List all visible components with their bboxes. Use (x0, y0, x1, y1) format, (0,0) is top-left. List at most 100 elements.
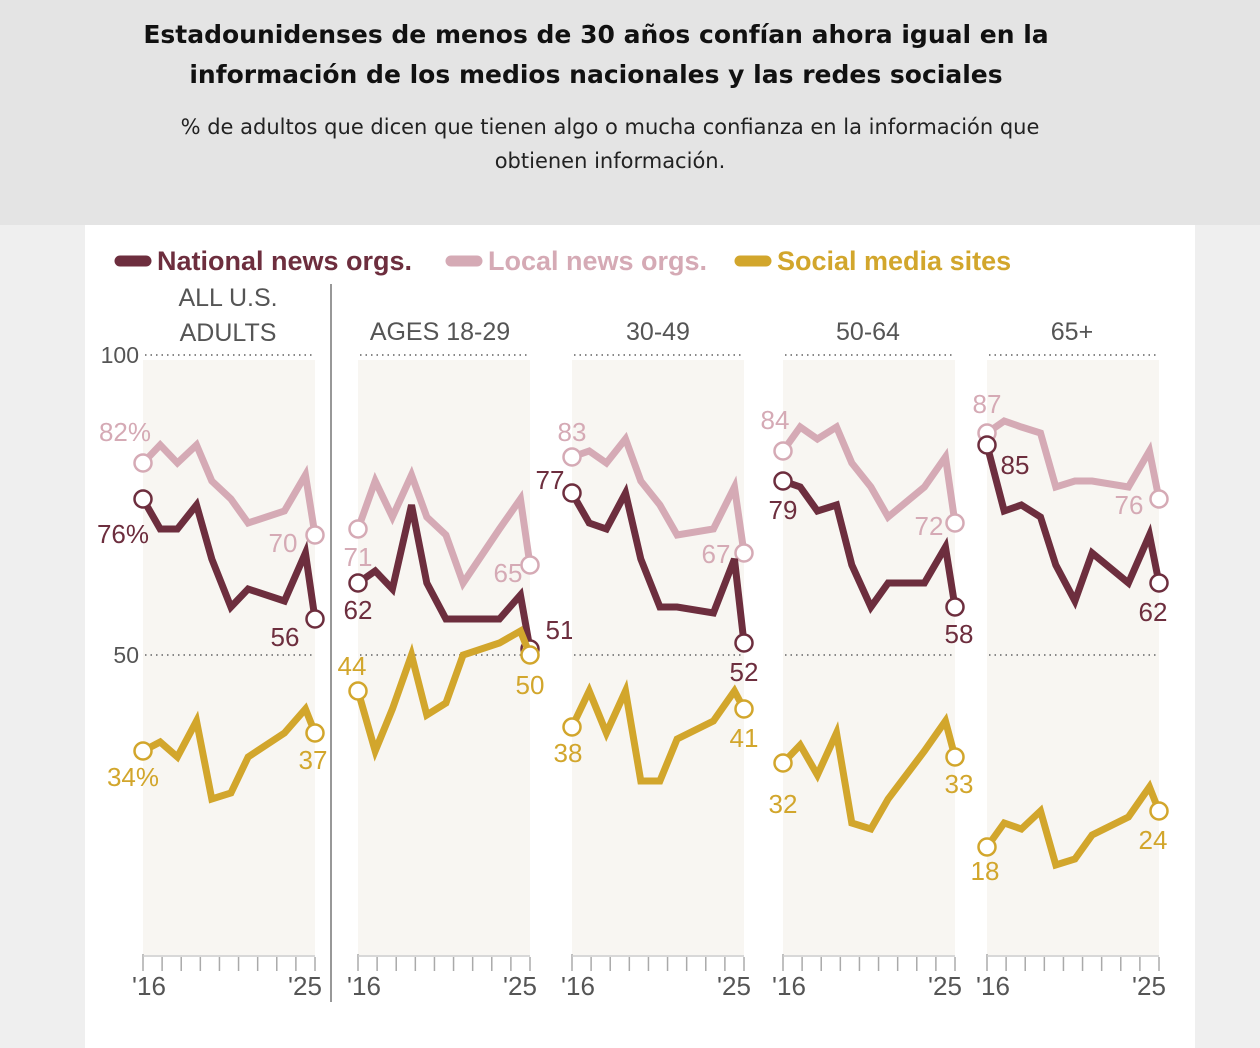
point-national-end (734, 633, 754, 653)
x-tick-label-16: '16 (347, 971, 381, 1001)
point-national-start (348, 573, 368, 593)
point-social-start (562, 717, 582, 737)
point-social-end (1149, 801, 1169, 821)
line-social (984, 779, 1163, 870)
line-social (780, 712, 959, 834)
x-tick-label-25: '25 (503, 971, 537, 1001)
data-label-national: 62 (1139, 597, 1168, 627)
data-label-local: 82% (99, 417, 151, 447)
data-label-national: 56 (271, 622, 300, 652)
data-label-national: 51 (546, 615, 575, 645)
legend-label-local: Local news orgs. (488, 246, 707, 276)
data-label-local: 76 (1115, 490, 1144, 520)
point-local-end (734, 543, 754, 563)
line-social (568, 679, 748, 785)
data-label-local: 70 (269, 528, 298, 558)
data-label-national: 52 (730, 657, 759, 687)
data-label-local: 71 (344, 542, 373, 572)
legend-label-national: National news orgs. (157, 246, 412, 276)
panel-2: AGES 18-29 '16 '25 71 65 62 51 44 50 (338, 318, 575, 1001)
y-tick-50: 50 (113, 642, 139, 668)
chart-title-line-2: información de los medios nacionales y l… (189, 60, 1003, 89)
data-label-social: 41 (730, 723, 759, 753)
point-local-end (1149, 489, 1169, 509)
data-label-social: 34% (107, 762, 159, 792)
line-national (568, 483, 748, 644)
data-label-social: 32 (769, 789, 798, 819)
point-local-start (348, 519, 368, 539)
line-local (570, 431, 748, 554)
legend-label-social: Social media sites (777, 246, 1011, 276)
point-social-start (773, 753, 793, 773)
x-tick-label-16: '16 (976, 971, 1010, 1001)
point-national-start (977, 435, 997, 455)
data-label-national: 85 (1001, 450, 1030, 480)
x-tick-label-25: '25 (1132, 971, 1166, 1001)
point-national-end (1149, 573, 1169, 593)
legend: National news orgs. Local news orgs. Soc… (114, 246, 1011, 276)
point-national-end (305, 609, 325, 629)
panel-3: 30-49 '16 '25 83 67 77 52 38 41 (536, 318, 759, 1001)
x-tick-label-16: '16 (772, 971, 806, 1001)
data-label-social: 38 (554, 738, 583, 768)
header: Estadounidenses de menos de 30 años conf… (0, 0, 1260, 225)
data-label-local: 87 (973, 389, 1002, 419)
point-social-end (945, 747, 965, 767)
point-national-start (133, 489, 153, 509)
data-label-social: 24 (1139, 825, 1168, 855)
line-local (140, 439, 319, 536)
x-tick-label-25: '25 (288, 971, 322, 1001)
point-social-start (348, 681, 368, 701)
line-local (354, 465, 534, 591)
chart-subtitle-line-2: obtienen información. (494, 149, 726, 173)
point-national-start (773, 471, 793, 491)
data-label-national: 79 (769, 495, 798, 525)
point-local-start (773, 441, 793, 461)
point-local-end (305, 525, 325, 545)
data-label-local: 65 (494, 558, 523, 588)
data-label-social: 18 (971, 856, 1000, 886)
data-label-national: 77 (536, 465, 565, 495)
x-tick-label-25: '25 (717, 971, 751, 1001)
panel-title: ADULTS (180, 319, 277, 347)
data-label-local: 84 (761, 405, 790, 435)
data-label-social: 33 (945, 769, 974, 799)
panel-title: ALL U.S. (178, 284, 277, 312)
point-local-end (945, 513, 965, 533)
line-national (355, 504, 534, 650)
line-local (984, 417, 1163, 500)
panel-5: 65+ '16 '25 87 76 85 62 18 24 (971, 318, 1169, 1001)
line-national (781, 477, 959, 614)
data-label-local: 83 (558, 417, 587, 447)
x-tick-label-16: '16 (561, 971, 595, 1001)
data-label-local: 67 (702, 539, 731, 569)
point-local-end (520, 555, 540, 575)
panel-1: ALL U.S. ADULTS '16 '25 82% 70 76% 56 34% 37 (97, 284, 327, 1001)
y-tick-100: 100 (101, 342, 139, 368)
panel-title: 50-64 (836, 318, 900, 346)
point-national-start (562, 483, 582, 503)
point-social-end (520, 645, 540, 665)
data-label-social: 44 (338, 651, 367, 681)
line-social (354, 625, 534, 762)
line-national (139, 497, 319, 620)
x-tick-label-16: '16 (132, 971, 166, 1001)
panel-title: 65+ (1051, 318, 1093, 346)
point-social-end (734, 699, 754, 719)
point-local-start (562, 447, 582, 467)
data-label-local: 72 (915, 511, 944, 541)
data-label-national: 76% (97, 519, 149, 549)
data-label-social: 50 (516, 670, 545, 700)
panel-4: 50-64 '16 '25 84 72 79 58 32 33 (761, 318, 974, 1001)
point-social-start (977, 837, 997, 857)
line-national (983, 444, 1163, 610)
chart-subtitle-line-1: % de adultos que dicen que tienen algo o… (180, 115, 1040, 139)
panel-title: 30-49 (626, 318, 690, 346)
point-social-start (133, 741, 153, 761)
point-local-start (133, 453, 153, 473)
chart-title-line-1: Estadounidenses de menos de 30 años conf… (143, 20, 1049, 49)
line-local (780, 421, 959, 524)
data-label-national: 58 (945, 619, 974, 649)
panel-title: AGES 18-29 (370, 318, 510, 346)
